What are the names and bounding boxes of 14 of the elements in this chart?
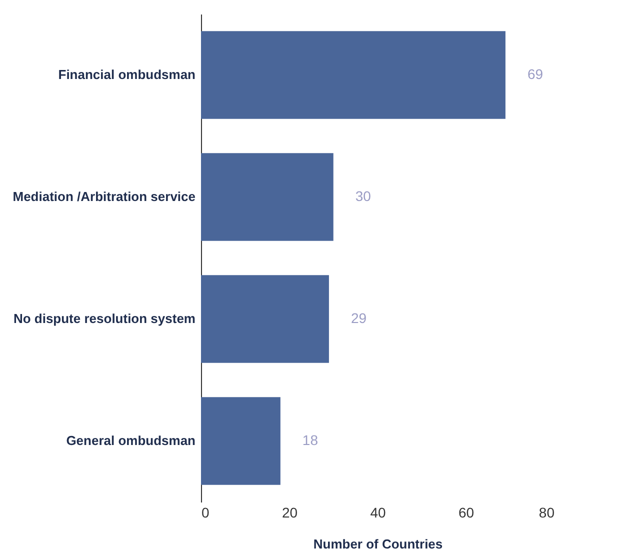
x-tick-label: 0 [202,504,210,520]
y-tick-label: Financial ombudsman [58,67,196,82]
x-tick-label: 40 [370,504,386,520]
data-label: 29 [350,310,367,326]
y-tick-label: General ombudsman [66,433,196,448]
data-label: 69 [527,66,544,82]
x-tick-label: 80 [538,504,555,520]
x-tick-label: 20 [282,504,298,520]
data-label: 18 [302,432,318,448]
y-tick-label: Mediation /Arbitration service [12,189,196,204]
x-axis-title: Number of Countries [313,536,443,552]
y-tick-label: No dispute resolution system [13,311,196,326]
x-tick-label: 60 [458,504,474,520]
data-label: 30 [355,188,372,204]
